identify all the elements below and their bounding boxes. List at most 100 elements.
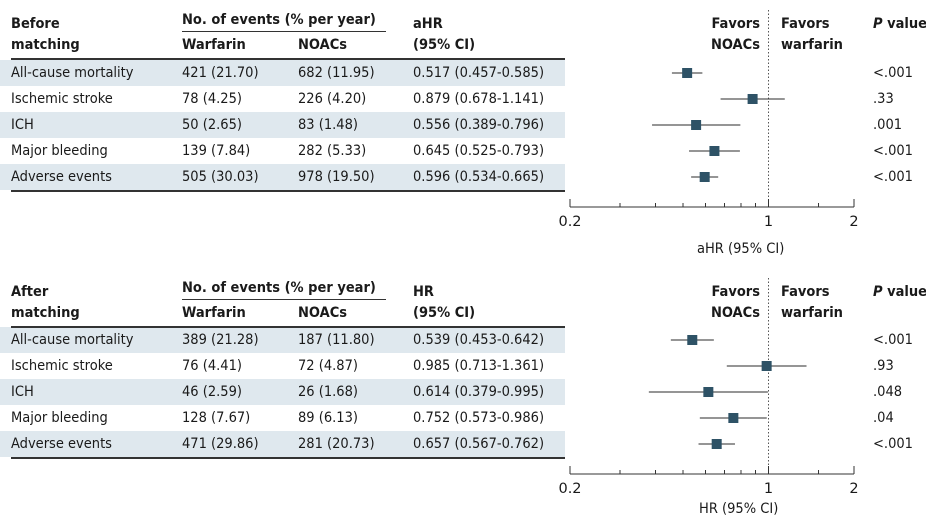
- hr-ci-value: 0.752 (0.573-0.986): [413, 410, 545, 426]
- p-value: .33: [873, 91, 894, 107]
- p-value: .04: [873, 410, 894, 426]
- group-label: After: [11, 284, 49, 300]
- noacs-events: 281 (20.73): [298, 436, 375, 452]
- hr-header-ci: (95% CI): [413, 305, 476, 321]
- col-warfarin: Warfarin: [182, 305, 246, 321]
- p-value-header: P value: [873, 284, 926, 300]
- events-header: No. of events (% per year): [182, 280, 376, 296]
- group-label: Before: [11, 16, 60, 32]
- row-band: [0, 431, 565, 457]
- point-estimate-marker: [691, 120, 702, 130]
- p-value: <.001: [873, 65, 913, 81]
- hr-ci-value: 0.645 (0.525-0.793): [413, 143, 545, 159]
- warfarin-events: 471 (29.86): [182, 436, 259, 452]
- favors-left: Favors: [711, 16, 760, 32]
- warfarin-events: 50 (2.65): [182, 117, 242, 133]
- p-value: <.001: [873, 332, 913, 348]
- noacs-events: 187 (11.80): [298, 332, 375, 348]
- point-estimate-marker: [682, 68, 693, 78]
- x-tick-label: 1: [764, 214, 773, 230]
- warfarin-events: 139 (7.84): [182, 143, 251, 159]
- point-estimate-marker: [699, 172, 710, 182]
- warfarin-events: 128 (7.67): [182, 410, 251, 426]
- header-rule: [11, 58, 565, 60]
- noacs-events: 26 (1.68): [298, 384, 358, 400]
- row-band: [0, 379, 565, 405]
- x-tick-label: 2: [849, 481, 858, 497]
- events-header-underline: [182, 299, 386, 300]
- hr-ci-value: 0.657 (0.567-0.762): [413, 436, 545, 452]
- outcome-label: Adverse events: [11, 169, 112, 185]
- outcome-label: All-cause mortality: [11, 65, 134, 81]
- hr-ci-value: 0.879 (0.678-1.141): [413, 91, 545, 107]
- hr-ci-value: 0.596 (0.534-0.665): [413, 169, 545, 185]
- events-header-underline: [182, 31, 386, 32]
- noacs-events: 978 (19.50): [298, 169, 375, 185]
- header-rule: [11, 326, 565, 328]
- table-bottom-rule: [11, 190, 565, 192]
- x-tick-label: 1: [764, 481, 773, 497]
- outcome-label: Major bleeding: [11, 410, 108, 426]
- row-band: [0, 327, 565, 353]
- point-estimate-marker: [709, 146, 720, 156]
- hr-ci-value: 0.614 (0.379-0.995): [413, 384, 545, 400]
- outcome-label: Adverse events: [11, 436, 112, 452]
- noacs-events: 72 (4.87): [298, 358, 358, 374]
- row-band: [0, 112, 565, 138]
- point-estimate-marker: [687, 335, 698, 345]
- outcome-label: ICH: [11, 117, 34, 133]
- favors-right: Favors: [781, 284, 830, 300]
- hr-ci-value: 0.556 (0.389-0.796): [413, 117, 545, 133]
- noacs-events: 282 (5.33): [298, 143, 367, 159]
- outcome-label: Ischemic stroke: [11, 358, 113, 374]
- point-estimate-marker: [711, 439, 722, 449]
- hr-ci-value: 0.539 (0.453-0.642): [413, 332, 545, 348]
- hr-ci-value: 0.985 (0.713-1.361): [413, 358, 545, 374]
- warfarin-events: 389 (21.28): [182, 332, 259, 348]
- x-tick-label: 0.2: [558, 214, 581, 230]
- x-axis-label: aHR (95% CI): [697, 241, 785, 257]
- favors-left-2: NOACs: [710, 305, 760, 321]
- x-axis-label: HR (95% CI): [699, 501, 779, 517]
- hr-header: HR: [413, 284, 434, 300]
- p-value: <.001: [873, 169, 913, 185]
- outcome-label: All-cause mortality: [11, 332, 134, 348]
- warfarin-events: 76 (4.41): [182, 358, 242, 374]
- p-value: .001: [873, 117, 903, 133]
- group-label-2: matching: [11, 37, 80, 53]
- x-tick-label: 0.2: [558, 481, 581, 497]
- favors-right: Favors: [781, 16, 830, 32]
- group-label-2: matching: [11, 305, 80, 321]
- col-warfarin: Warfarin: [182, 37, 246, 53]
- row-band: [0, 60, 565, 86]
- p-value: .93: [873, 358, 894, 374]
- x-tick-label: 2: [849, 214, 858, 230]
- outcome-label: Major bleeding: [11, 143, 108, 159]
- outcome-label: ICH: [11, 384, 34, 400]
- noacs-events: 83 (1.48): [298, 117, 358, 133]
- warfarin-events: 78 (4.25): [182, 91, 242, 107]
- favors-left: Favors: [711, 284, 760, 300]
- p-value: .048: [873, 384, 903, 400]
- favors-left-2: NOACs: [710, 37, 760, 53]
- point-estimate-marker: [761, 361, 772, 371]
- noacs-events: 226 (4.20): [298, 91, 367, 107]
- col-noacs: NOACs: [298, 37, 348, 53]
- col-noacs: NOACs: [298, 305, 348, 321]
- hr-header: aHR: [413, 16, 443, 32]
- p-value: <.001: [873, 143, 913, 159]
- favors-right-2: warfarin: [781, 37, 843, 53]
- warfarin-events: 421 (21.70): [182, 65, 259, 81]
- hr-ci-value: 0.517 (0.457-0.585): [413, 65, 545, 81]
- outcome-label: Ischemic stroke: [11, 91, 113, 107]
- table-bottom-rule: [11, 457, 565, 459]
- favors-right-2: warfarin: [781, 305, 843, 321]
- noacs-events: 89 (6.13): [298, 410, 358, 426]
- p-value: <.001: [873, 436, 913, 452]
- events-header: No. of events (% per year): [182, 12, 376, 28]
- hr-header-ci: (95% CI): [413, 37, 476, 53]
- p-value-header: P value: [873, 16, 926, 32]
- noacs-events: 682 (11.95): [298, 65, 375, 81]
- warfarin-events: 505 (30.03): [182, 169, 259, 185]
